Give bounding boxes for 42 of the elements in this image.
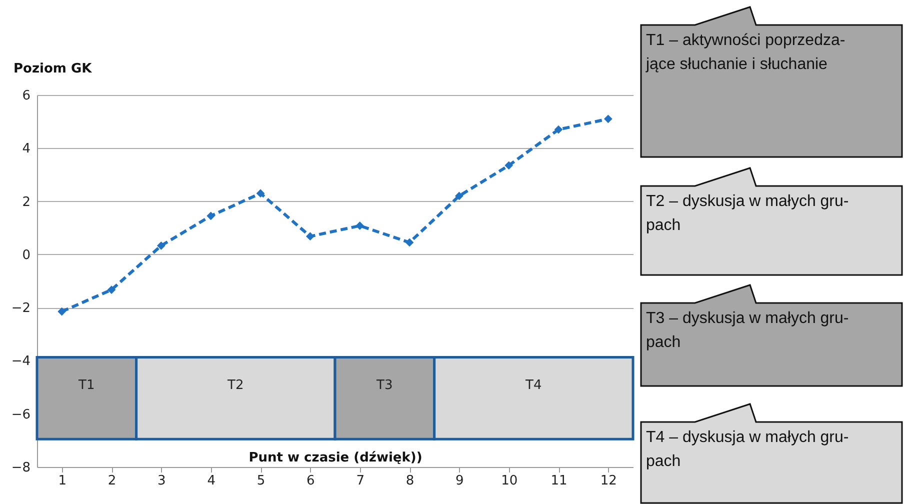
x-tick-label: 8 <box>406 474 414 488</box>
point <box>504 161 514 170</box>
point <box>107 286 116 294</box>
point <box>306 232 314 241</box>
point <box>206 212 216 220</box>
y-tick-label: 2 <box>22 194 30 210</box>
point <box>58 307 66 316</box>
x-tick-label: 7 <box>356 474 364 488</box>
y-tick-label: −8 <box>11 460 30 476</box>
x-axis-title: Punt w czasie (dźwięk)) <box>248 450 422 466</box>
band-label: T4 <box>524 378 542 394</box>
x-tick-label: 9 <box>456 474 464 488</box>
y-tick-label: −6 <box>11 407 30 422</box>
text: T4 – dyskusja w małych gru- pach <box>646 428 850 472</box>
x-tick-label: 1 <box>58 474 66 488</box>
x-tick-label: 6 <box>306 474 315 488</box>
y-tick-label: −4 <box>11 354 30 370</box>
x-tick-label: 4 <box>207 474 216 488</box>
point <box>256 189 265 198</box>
point <box>405 238 414 247</box>
text: T3 – dyskusja w małych gru- pach <box>646 309 850 353</box>
y-tick-label: 0 <box>22 248 30 263</box>
point <box>454 192 464 200</box>
x-tick-label: 11 <box>550 474 568 488</box>
y-tick-label: −2 <box>11 301 30 316</box>
text: T2 – dyskusja w małych gru- pach <box>646 192 850 236</box>
point <box>604 114 612 124</box>
x-tick-label: 5 <box>256 474 266 488</box>
text: T1 – aktywności poprzedza- jące słuchanie i słuchanie <box>646 31 846 75</box>
x-tick-label: 2 <box>108 474 116 488</box>
y-tick-label: 4 <box>22 142 30 157</box>
x-tick-label: 10 <box>501 474 518 488</box>
band-label: T2 <box>226 378 244 394</box>
point <box>156 241 166 250</box>
band-label: T1 <box>78 378 95 394</box>
band-label: T3 <box>376 378 393 394</box>
point <box>554 125 563 134</box>
x-tick-label: 12 <box>600 474 617 488</box>
x-tick-label: 3 <box>158 474 166 488</box>
y-tick-label: 6 <box>22 88 30 104</box>
y-axis-title: Poziom GK <box>14 62 93 76</box>
point <box>356 222 364 230</box>
